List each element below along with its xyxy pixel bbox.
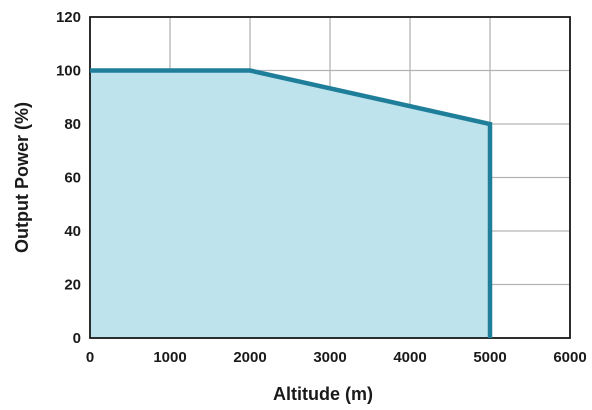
x-tick-label: 4000 [393,349,426,366]
y-tick-label: 80 [64,116,81,133]
series-line [90,68,493,338]
area-fill [90,70,490,338]
x-tick-label: 0 [86,349,94,366]
y-tick-label: 100 [56,63,81,80]
x-tick-label: 6000 [553,349,586,366]
y-axis-title: Output Power (%) [12,102,32,253]
area-layer [90,70,490,338]
y-tick-label: 0 [73,330,81,347]
y-tick-label: 60 [64,170,81,187]
x-tick-label: 5000 [473,349,506,366]
y-tick-label: 20 [64,277,81,294]
plot-frame [89,16,571,339]
y-tick-label: 120 [56,9,81,26]
tick-labels: 0 1000 2000 3000 4000 5000 6000 0 20 40 60 80 100 120 [56,9,587,366]
frame-layer [89,16,571,339]
x-tick-label: 2000 [233,349,266,366]
x-tick-label: 1000 [153,349,186,366]
y-tick-label: 40 [64,223,81,240]
x-tick-label: 3000 [313,349,346,366]
x-axis-title: Altitude (m) [273,384,373,404]
line-layer [90,68,493,338]
